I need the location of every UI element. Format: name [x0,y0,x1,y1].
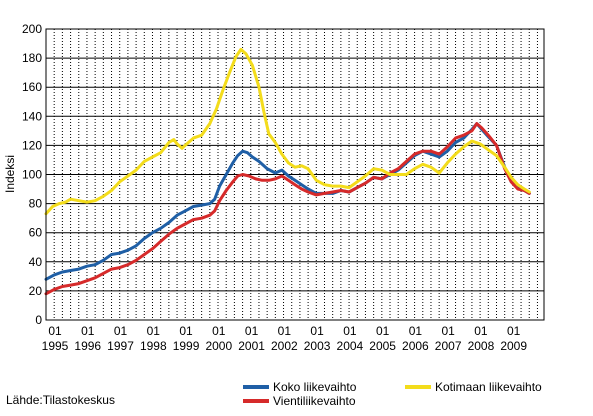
x-tick-year: 2005 [369,339,396,353]
y-tick-label: 20 [29,284,43,298]
grid-lines [46,29,544,320]
source-note: Lähde:Tilastokeskus [6,393,115,407]
legend-label-vienti: Vientiliikevaihto [273,394,356,408]
legend-label-koko: Koko liikevaihto [273,380,357,394]
x-tick-year: 1996 [74,339,101,353]
x-tick-month: 01 [343,324,357,338]
x-tick-year: 2002 [271,339,298,353]
y-tick-label: 40 [29,255,43,269]
legend: Koko liikevaihto Vientiliikevaihto Kotim… [243,380,588,414]
y-tick-label: 200 [22,22,42,36]
y-tick-labels: 0 20 40 60 80 100 120 140 160 180 200 [22,22,42,327]
x-tick-month: 01 [278,324,292,338]
plot-area-border [45,28,545,321]
series-line-2 [44,47,531,216]
x-tick-month: 01 [474,324,488,338]
x-tick-month: 01 [245,324,259,338]
x-tick-month: 01 [310,324,324,338]
x-tick-year: 2007 [435,339,462,353]
y-tick-label: 180 [22,51,42,65]
x-tick-month: 01 [114,324,128,338]
x-tick-year: 2003 [304,339,331,353]
y-tick-label: 160 [22,80,42,94]
series-lines [44,47,531,296]
x-tick-month: 01 [376,324,390,338]
x-tick-month: 01 [48,324,62,338]
legend-swatch-kotimaa [405,385,431,389]
x-tick-year: 2008 [468,339,495,353]
y-tick-label: 120 [22,138,42,152]
x-tick-month: 01 [179,324,193,338]
x-tick-month: 01 [409,324,423,338]
x-tick-month: 01 [81,324,95,338]
x-tick-year: 2000 [205,339,232,353]
x-tick-year: 2001 [238,339,265,353]
x-tick-year: 1995 [42,339,69,353]
y-tick-label: 80 [29,197,43,211]
x-tick-year: 2006 [402,339,429,353]
legend-swatch-vienti [243,399,269,403]
x-tick-year: 1997 [107,339,134,353]
x-tick-year: 1999 [173,339,200,353]
x-tick-year: 2004 [337,339,364,353]
y-axis-label: Indeksi [3,155,17,193]
y-tick-label: 60 [29,226,43,240]
x-tick-labels: 0119950119960119970119980119990120000120… [42,324,528,353]
series-line-1 [44,122,531,296]
x-tick-month: 01 [441,324,455,338]
x-tick-year: 2009 [500,339,527,353]
x-tick-month: 01 [507,324,521,338]
y-tick-label: 140 [22,109,42,123]
y-tick-label: 100 [22,168,42,182]
legend-label-kotimaa: Kotimaan liikevaihto [435,380,542,394]
x-tick-year: 1998 [140,339,167,353]
series-line-0 [44,122,531,281]
x-tick-month: 01 [212,324,226,338]
x-tick-month: 01 [147,324,161,338]
y-tick-label: 0 [35,313,42,327]
legend-swatch-koko [243,385,269,389]
